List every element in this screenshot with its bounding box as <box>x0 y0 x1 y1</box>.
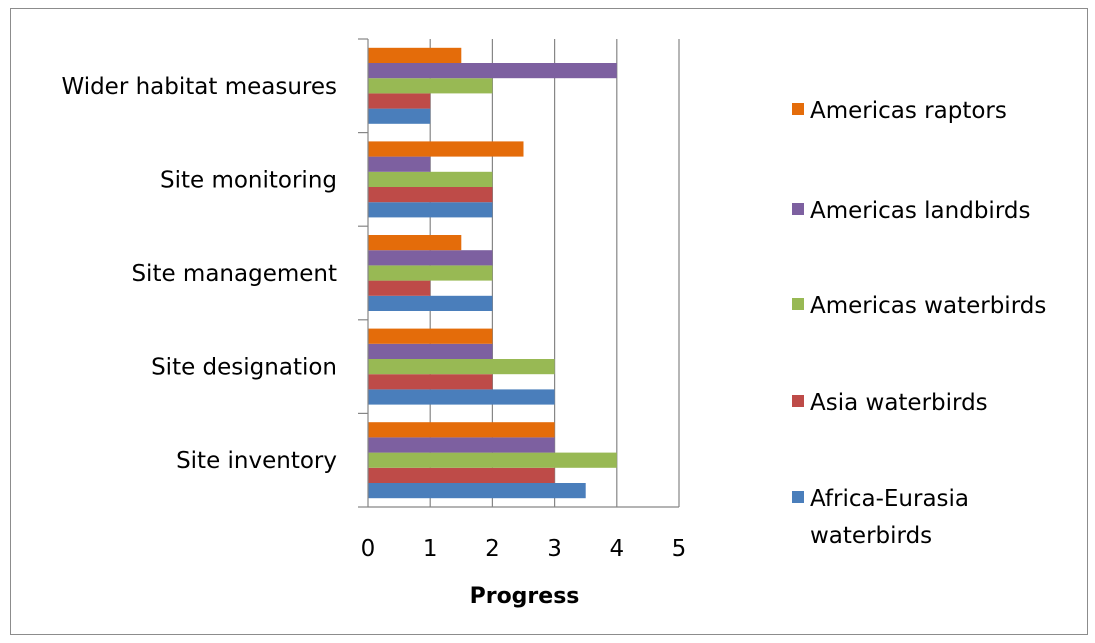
bar <box>368 171 493 187</box>
category-label: Site designation <box>151 355 337 381</box>
legend-swatch <box>792 103 804 115</box>
bar <box>368 108 431 124</box>
legend-swatch <box>792 491 804 503</box>
bar <box>368 202 493 218</box>
bar <box>368 235 462 251</box>
bar <box>368 359 555 375</box>
bar <box>368 93 431 109</box>
legend: Americas raptors Americas landbirds Americ… <box>792 98 1046 549</box>
bar <box>368 295 493 311</box>
bar <box>368 63 617 79</box>
x-axis-title: Progress <box>470 584 580 609</box>
category-label: Site inventory <box>176 448 337 474</box>
tick-labels: 0 1 2 3 4 5 <box>361 536 687 562</box>
bar <box>368 328 493 344</box>
bar <box>368 452 617 468</box>
bar <box>368 467 555 483</box>
bar <box>368 265 493 281</box>
legend-swatch <box>792 203 804 215</box>
axes <box>358 38 679 508</box>
bar <box>368 422 555 438</box>
legend-label: Americas waterbirds <box>810 293 1046 319</box>
x-tick-label: 5 <box>672 536 687 562</box>
category-labels: Site inventory Site designation Site manag… <box>61 74 337 474</box>
chart-frame <box>10 8 1088 635</box>
category-label: Site monitoring <box>160 167 337 193</box>
bar <box>368 78 493 94</box>
bar <box>368 374 493 390</box>
bar <box>368 156 431 172</box>
x-tick-label: 1 <box>423 536 438 562</box>
legend-label: Americas raptors <box>810 98 1007 124</box>
bar <box>368 389 555 405</box>
bar <box>368 47 462 63</box>
legend-swatch <box>792 298 804 310</box>
x-tick-label: 3 <box>547 536 562 562</box>
x-tick-label: 4 <box>609 536 624 562</box>
bar <box>368 250 493 266</box>
legend-label: Americas landbirds <box>810 198 1030 224</box>
legend-label: Asia waterbirds <box>810 390 988 416</box>
legend-swatch <box>792 395 804 407</box>
category-label: Wider habitat measures <box>61 74 337 100</box>
bar <box>368 187 493 203</box>
bar <box>368 141 524 157</box>
bar <box>368 343 493 359</box>
bar <box>368 280 431 296</box>
bar <box>368 437 555 453</box>
x-tick-label: 0 <box>361 536 376 562</box>
bars <box>368 47 617 499</box>
legend-label: Africa-Eurasia waterbirds <box>810 486 969 549</box>
bar <box>368 483 586 499</box>
category-label: Site management <box>131 261 337 287</box>
x-tick-label: 2 <box>485 536 500 562</box>
